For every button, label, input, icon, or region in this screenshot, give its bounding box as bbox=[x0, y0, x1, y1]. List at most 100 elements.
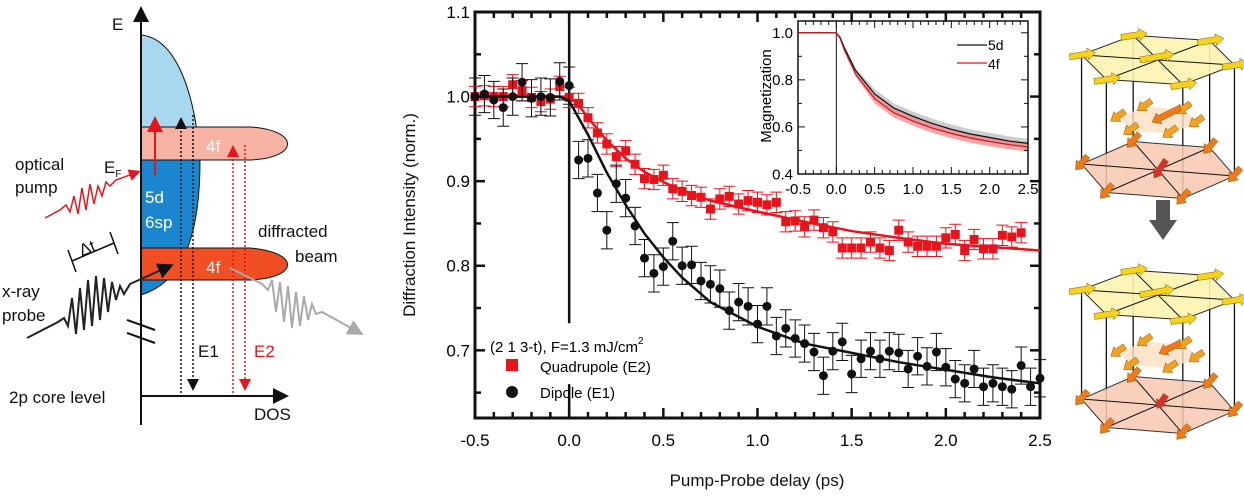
data-point-dipole bbox=[592, 188, 602, 198]
curve-4f bbox=[798, 32, 1029, 148]
data-point-dipole bbox=[705, 279, 715, 289]
data-point-quadrupole bbox=[866, 237, 875, 247]
x-tick-label: 0.0 bbox=[557, 431, 581, 450]
data-point-quadrupole bbox=[988, 244, 998, 254]
spin-arrow-orange bbox=[1075, 388, 1091, 406]
data-point-quadrupole bbox=[960, 246, 970, 256]
data-point-dipole bbox=[724, 306, 734, 316]
data-point-dipole bbox=[884, 346, 894, 356]
spin-arrow-yellow bbox=[1093, 307, 1121, 321]
data-point-dipole bbox=[818, 371, 828, 381]
x-tick-label: 0.0 bbox=[826, 181, 847, 198]
data-point-dipole bbox=[950, 374, 960, 384]
axis-break-icon bbox=[126, 319, 156, 344]
spin-arrow-yellow bbox=[1221, 57, 1244, 71]
data-point-dipole bbox=[856, 354, 866, 364]
data-point-dipole bbox=[931, 347, 941, 357]
data-point-dipole bbox=[790, 333, 800, 343]
y-tick-label: 0.7 bbox=[446, 341, 470, 360]
data-point-quadrupole bbox=[658, 170, 668, 180]
x-tick-label: 2.0 bbox=[934, 431, 958, 450]
spin-arrow-yellow bbox=[1170, 312, 1198, 326]
data-point-quadrupole bbox=[583, 113, 593, 123]
band-6sp-label: 6sp bbox=[145, 213, 172, 232]
spin-arrow-yellow bbox=[1196, 33, 1225, 47]
core-level-label: 2p core level bbox=[9, 388, 105, 407]
data-point-quadrupole bbox=[950, 229, 960, 239]
e2-label: E2 bbox=[254, 342, 275, 361]
data-point-dipole bbox=[527, 93, 536, 103]
x-tick-label: 2.5 bbox=[1018, 181, 1039, 198]
data-point-dipole bbox=[997, 382, 1007, 392]
data-point-quadrupole bbox=[592, 128, 602, 138]
spin-arrow-orange bbox=[1136, 332, 1154, 347]
spin-arrow-orange bbox=[1188, 348, 1206, 363]
data-point-dipole bbox=[602, 225, 612, 235]
data-point-quadrupole bbox=[1016, 228, 1026, 238]
spin-structure-panel bbox=[1068, 28, 1244, 440]
data-point-dipole bbox=[621, 193, 631, 203]
optical-pump-wave bbox=[44, 169, 141, 219]
data-point-quadrupole bbox=[696, 192, 706, 202]
data-point-dipole bbox=[903, 364, 913, 374]
main-x-axis-label: Pump-Probe delay (ps) bbox=[670, 471, 845, 490]
xray-probe-label-2: probe bbox=[2, 306, 45, 325]
inset-chart: -0.5 0.0 0.5 1.0 1.5 2.0 2.5 0.4 0.6 0.8 1.0 bbox=[772, 20, 1039, 198]
spin-arrow-center bbox=[1151, 104, 1182, 125]
data-point-quadrupole bbox=[800, 222, 810, 232]
spin-arrow-yellow bbox=[1221, 292, 1244, 306]
data-point-quadrupole bbox=[969, 235, 979, 245]
spin-arrow-orange bbox=[1162, 124, 1179, 138]
data-point-dipole bbox=[545, 92, 555, 102]
data-point-dipole bbox=[555, 76, 565, 86]
data-point-dipole bbox=[536, 92, 546, 102]
spin-arrow-yellow bbox=[1170, 77, 1198, 91]
data-point-quadrupole bbox=[922, 241, 932, 251]
data-point-dipole bbox=[828, 346, 838, 356]
y-tick-label: 0.8 bbox=[772, 72, 793, 89]
spin-arrow-orange bbox=[1176, 188, 1192, 205]
spin-arrow-orange bbox=[1126, 366, 1142, 383]
data-point-quadrupole bbox=[856, 243, 866, 253]
data-point-dipole bbox=[875, 354, 885, 364]
optical-pump-label-2: pump bbox=[15, 178, 58, 197]
data-point-dipole bbox=[574, 155, 584, 165]
spin-arrow-orange bbox=[1100, 182, 1115, 199]
diffracted-label-1: diffracted bbox=[258, 222, 328, 241]
x-tick-label: 1.5 bbox=[941, 181, 962, 198]
data-point-quadrupole bbox=[762, 200, 772, 210]
data-point-dipole bbox=[498, 103, 508, 113]
data-point-quadrupole bbox=[913, 241, 923, 251]
data-point-quadrupole bbox=[847, 243, 857, 253]
data-point-quadrupole bbox=[649, 174, 659, 184]
y-tick-label: 0.6 bbox=[772, 119, 793, 136]
y-tick-label: 1.0 bbox=[446, 88, 470, 107]
data-point-quadrupole bbox=[997, 230, 1007, 240]
data-point-dipole bbox=[809, 347, 819, 357]
spin-arrow-yellow bbox=[1068, 47, 1096, 61]
data-point-dipole bbox=[715, 284, 725, 294]
data-point-dipole bbox=[988, 378, 998, 388]
data-point-dipole bbox=[479, 89, 489, 99]
data-point-dipole bbox=[837, 337, 847, 347]
data-point-quadrupole bbox=[837, 243, 847, 253]
optical-pump-label-1: optical bbox=[15, 155, 64, 174]
data-point-dipole bbox=[583, 153, 593, 163]
data-point-quadrupole bbox=[894, 225, 904, 235]
spin-arrow-orange bbox=[1100, 417, 1115, 434]
band-4f-upper bbox=[140, 126, 288, 161]
spin-arrow-red bbox=[1153, 157, 1169, 179]
main-chart: -0.5 0.0 0.5 1.0 1.5 2.0 2.5 0.7 0.8 0.9 1.0 1.1 bbox=[446, 3, 1051, 450]
y-tick-label: 0.9 bbox=[446, 172, 470, 191]
y-tick-label: 1.1 bbox=[446, 3, 470, 22]
data-point-dipole bbox=[1026, 382, 1036, 392]
main-y-axis-label: Diffraction Intensity (norm.) bbox=[400, 113, 419, 317]
spin-arrow-orange bbox=[1228, 400, 1244, 418]
spin-arrow-center bbox=[1158, 339, 1182, 356]
data-point-dipole bbox=[611, 179, 621, 189]
spin-arrow-orange bbox=[1110, 108, 1127, 122]
spin-arrow-yellow bbox=[1068, 282, 1096, 296]
data-point-dipole bbox=[800, 339, 810, 349]
data-point-quadrupole bbox=[640, 174, 649, 184]
spin-arrow-orange bbox=[1126, 131, 1142, 148]
